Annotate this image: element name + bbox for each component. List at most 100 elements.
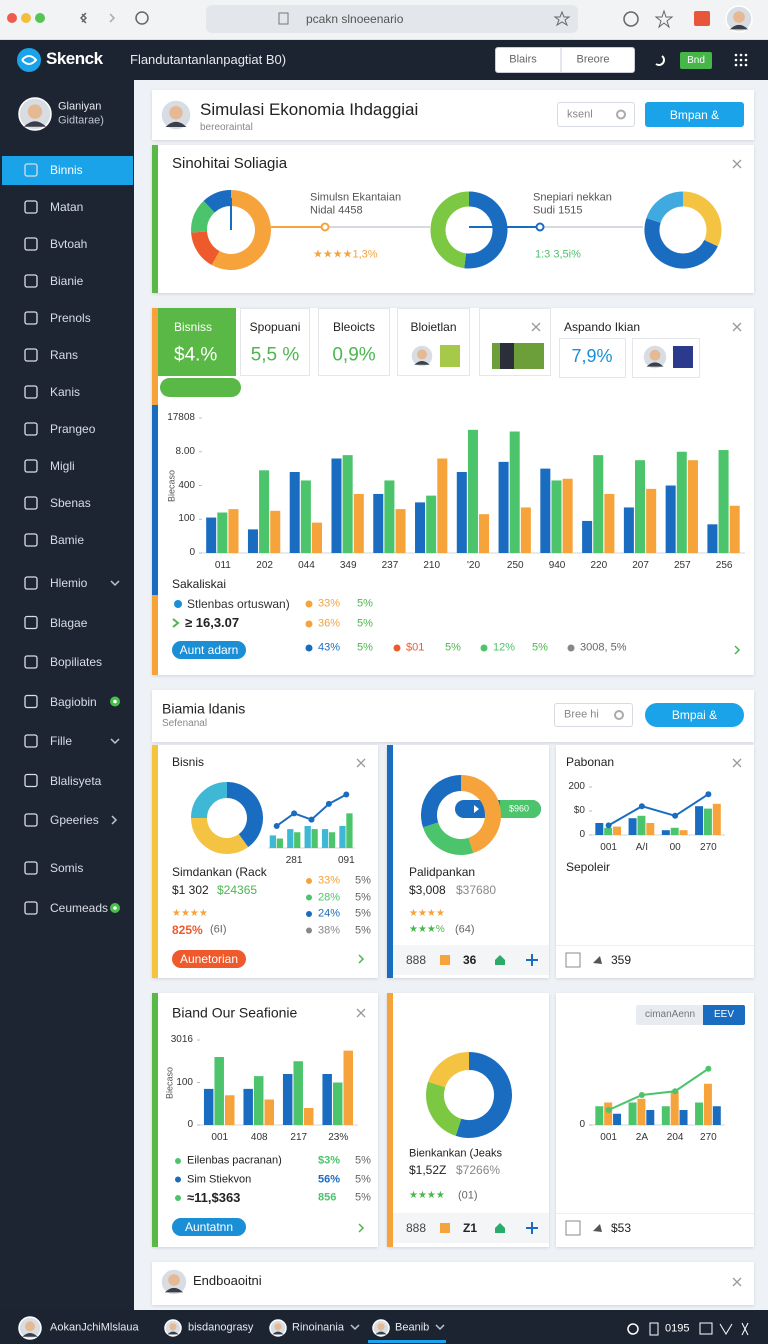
- taskbar-item[interactable]: bisdanograsy: [188, 1321, 254, 1334]
- card: [152, 1262, 754, 1305]
- nav-item[interactable]: Somis: [50, 860, 84, 875]
- taskbar-item[interactable]: AokanJchiMlslaua: [50, 1321, 139, 1334]
- stat-unit: 5%: [357, 617, 373, 630]
- stat-label: Eilenbas pacranan): [187, 1154, 282, 1167]
- toggle-option[interactable]: cimanAenn: [644, 1009, 696, 1020]
- x-tick-label: 2A: [635, 1132, 648, 1143]
- sidebar: [0, 80, 134, 1310]
- note-text: Sudi 1515: [533, 204, 583, 217]
- y-tick-label: 3016: [170, 1034, 193, 1045]
- taskbar-item[interactable]: Rinoinania: [292, 1321, 344, 1334]
- rating: ★★★★: [172, 908, 208, 919]
- nav-item[interactable]: Bopiliates: [50, 654, 103, 669]
- button[interactable]: [645, 703, 744, 727]
- app-header: [0, 40, 768, 80]
- stat-unit: 5%: [355, 1154, 371, 1167]
- toggle-option[interactable]: EEV: [713, 1009, 735, 1020]
- y-tick-label: 400: [178, 479, 195, 491]
- kpi-tile[interactable]: [240, 308, 310, 376]
- kpi-title: Bloietlan: [410, 319, 457, 334]
- nav-item[interactable]: Fille: [50, 733, 73, 748]
- nav-item[interactable]: Prenols: [50, 310, 91, 325]
- nav-item[interactable]: Migli: [50, 458, 75, 473]
- stat-value: $01: [406, 641, 425, 654]
- nav-item[interactable]: Bagiobin: [50, 694, 97, 709]
- nav-item[interactable]: Kanis: [50, 384, 81, 399]
- nav-item[interactable]: Blalisyeta: [50, 773, 102, 788]
- score: ★★★%: [409, 924, 445, 935]
- product-price: $3,008: [409, 882, 446, 897]
- kpi-value: 5,5 %: [250, 344, 300, 366]
- nav-item[interactable]: Ceumeads: [50, 900, 109, 915]
- x-tick-label: 202: [256, 560, 273, 571]
- search-input[interactable]: [554, 703, 633, 727]
- url-bar: [206, 5, 578, 33]
- stat-value: 28%: [318, 890, 341, 903]
- button[interactable]: [645, 102, 744, 127]
- stat-label: Sim Stiekvon: [187, 1172, 252, 1185]
- count: (64): [455, 923, 475, 936]
- y-tick-label: 100: [176, 1076, 193, 1088]
- header-button[interactable]: Breore: [576, 53, 610, 66]
- card: [152, 745, 378, 978]
- kpi-value: 0,9%: [332, 344, 376, 366]
- kpi-tile[interactable]: [559, 338, 626, 378]
- x-tick-label: 204: [666, 1132, 684, 1143]
- nav-item[interactable]: Bianie: [50, 273, 84, 288]
- app-title: Flandutantanlanpagtiat B0): [130, 52, 287, 68]
- x-tick-label: 270: [700, 1132, 717, 1143]
- x-tick-label: 001: [211, 1132, 229, 1143]
- note-text: Snepiari nekkan: [533, 191, 612, 204]
- kpi-value: 7,9%: [571, 346, 613, 367]
- nav-item[interactable]: Matan: [50, 199, 84, 214]
- x-tick-label: 23%: [328, 1132, 349, 1143]
- product-name: Simdankan (Rack: [172, 864, 267, 879]
- nav-item[interactable]: Blagae: [50, 615, 88, 630]
- kpi-title: Aspando Ikian: [564, 319, 641, 334]
- toggle-active[interactable]: [703, 1005, 745, 1025]
- button-label: Aunetorian: [179, 951, 239, 966]
- y-axis-label: Biecaso: [164, 1066, 175, 1099]
- header-button[interactable]: Blairs: [509, 53, 537, 66]
- count: (01): [458, 1189, 478, 1202]
- kpi-tile[interactable]: [397, 308, 470, 376]
- button[interactable]: [172, 1218, 246, 1236]
- kpi-tile[interactable]: [158, 308, 236, 376]
- stat-value: 43%: [318, 641, 341, 654]
- nav-item[interactable]: Prangeo: [50, 421, 96, 436]
- card-title: Pabonan: [566, 754, 615, 769]
- nav-item[interactable]: Sbenas: [50, 495, 91, 510]
- nav-item[interactable]: Binnis: [50, 162, 83, 177]
- nav-item[interactable]: Gpeeries: [50, 812, 99, 827]
- x-tick-label: 940: [548, 560, 566, 571]
- kpi-tile[interactable]: [318, 308, 390, 376]
- x-tick-label: A/I: [635, 842, 648, 853]
- input-placeholder: ksenl: [567, 107, 593, 120]
- x-tick-label: 250: [506, 560, 524, 571]
- y-tick-label: 8.00: [175, 445, 195, 457]
- card: [556, 745, 754, 978]
- product-name: Bienkankan (Jeaks: [409, 1147, 502, 1160]
- stat-unit: 5%: [445, 641, 461, 654]
- stat-unit: 5%: [532, 641, 548, 654]
- nav-item[interactable]: Rans: [50, 347, 79, 362]
- legend-text: Stlenbas ortuswan): [187, 596, 290, 611]
- note-text: Sepoleir: [566, 859, 611, 874]
- card: [387, 993, 549, 1247]
- stat-value: 38%: [318, 923, 341, 936]
- stat-value: 33%: [318, 874, 341, 887]
- button-group: [495, 47, 635, 73]
- nav-item[interactable]: Hlemio: [50, 575, 88, 590]
- nav-item[interactable]: Bvtoah: [50, 236, 88, 251]
- y-axis-label: Biecaso: [166, 469, 177, 502]
- kpi-tile[interactable]: [479, 308, 551, 376]
- stat-value: 12%: [493, 641, 516, 654]
- button[interactable]: [172, 641, 246, 659]
- kpi-value: $4.%: [174, 344, 218, 366]
- taskbar-item[interactable]: Beanib: [395, 1321, 430, 1334]
- nav-item[interactable]: Bamie: [50, 532, 85, 547]
- badge[interactable]: [680, 52, 712, 69]
- button[interactable]: [172, 950, 246, 968]
- stat-unit: 5%: [355, 874, 371, 887]
